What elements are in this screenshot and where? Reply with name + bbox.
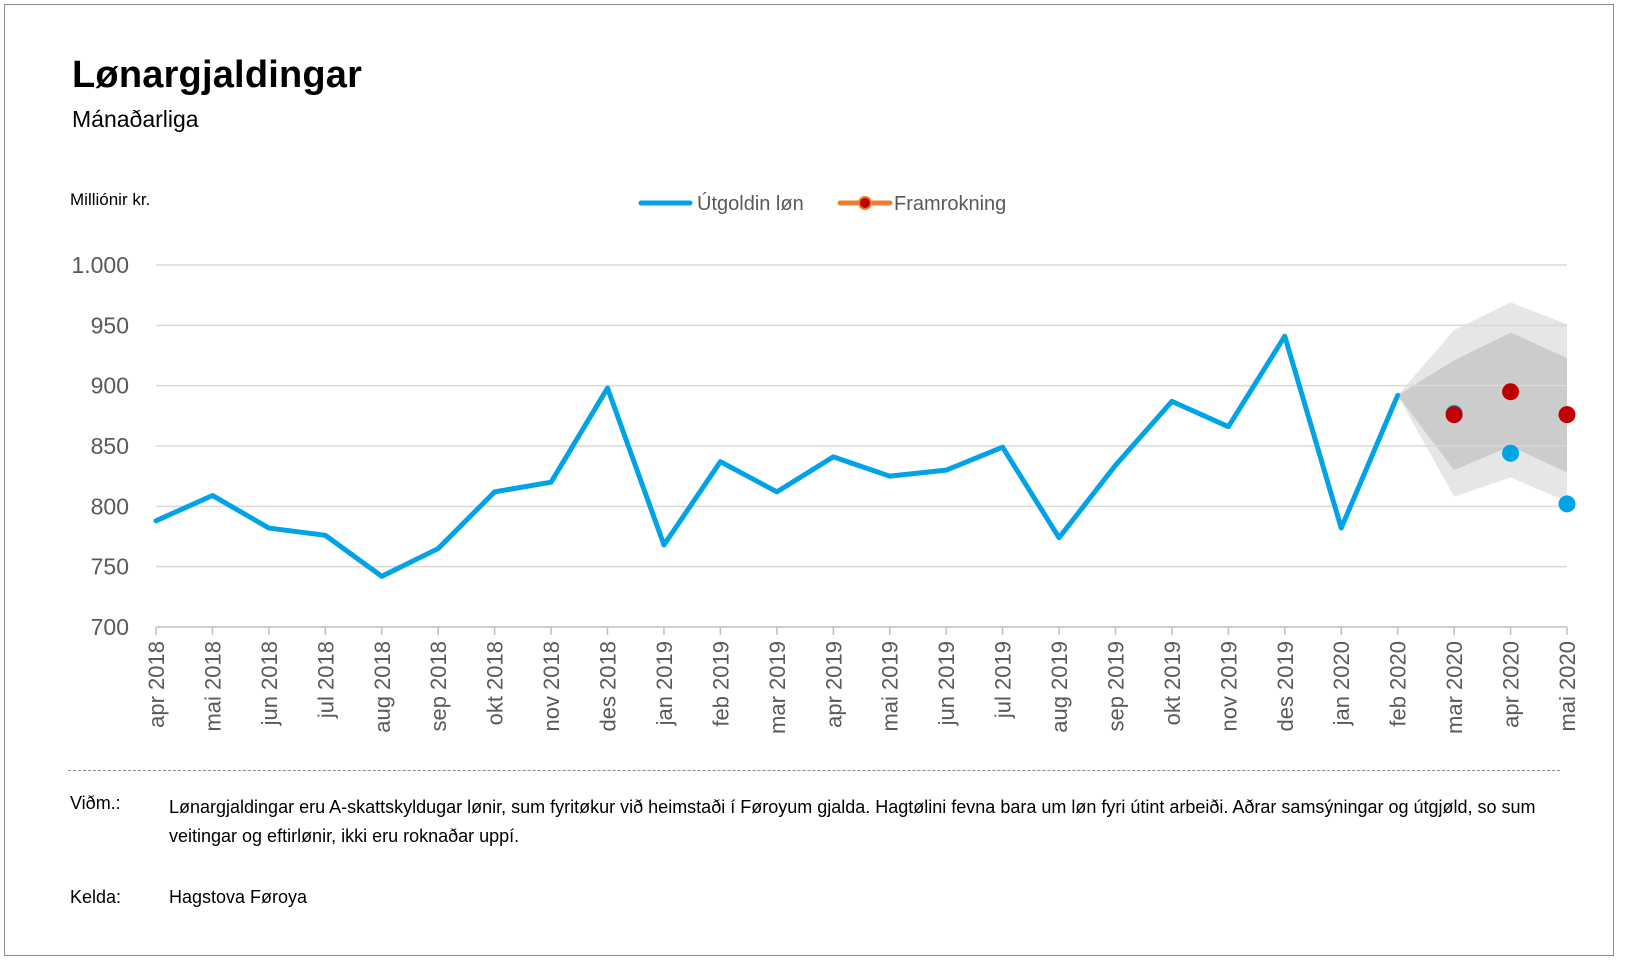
chart-subtitle: Mánaðarliga [72, 106, 199, 132]
x-tick-label: des 2019 [1273, 641, 1298, 732]
x-tick-label: nov 2018 [539, 641, 564, 732]
y-tick-label: 800 [91, 493, 129, 519]
data-point-framrokning [1445, 406, 1463, 424]
x-tick-label: jul 2019 [991, 641, 1016, 719]
x-tick-label: apr 2019 [821, 641, 846, 728]
x-tick-label: aug 2019 [1047, 641, 1072, 733]
legend: Útgoldin løn Framrokning [638, 192, 1006, 215]
y-tick-label: 900 [91, 373, 129, 399]
forecast-band-inner [1397, 332, 1567, 473]
forecast-bands [1397, 302, 1567, 502]
y-tick-label: 700 [91, 614, 129, 640]
x-tick-label: okt 2019 [1160, 641, 1185, 725]
legend-label-utgoldin-lon: Útgoldin løn [697, 192, 804, 215]
series-line-utgoldin-lon [153, 333, 1401, 579]
x-tick-label: mai 2020 [1555, 641, 1580, 732]
y-tick-label: 850 [91, 433, 129, 459]
footer-divider [68, 770, 1560, 771]
note-label: Viðm.: [70, 793, 121, 813]
series-layer [153, 333, 1576, 579]
x-tick-label: jan 2020 [1329, 641, 1354, 726]
y-tick-label: 950 [91, 312, 129, 338]
x-tick-label: aug 2018 [370, 641, 395, 733]
x-tick-label: sep 2018 [426, 641, 451, 732]
x-tick-label: feb 2020 [1386, 641, 1411, 727]
x-tick-label: jan 2019 [652, 641, 677, 726]
x-tick-label: mai 2019 [878, 641, 903, 732]
x-tick-label: jul 2018 [313, 641, 338, 719]
data-point-framrokning [1558, 406, 1576, 424]
x-tick-label: nov 2019 [1216, 641, 1241, 732]
x-tick-label: mar 2020 [1442, 641, 1467, 734]
x-tick-label: des 2018 [596, 641, 621, 732]
x-tick-label: mai 2018 [200, 641, 225, 732]
data-point-utgoldin-lon [1502, 444, 1520, 462]
legend-label-framrokning: Framrokning [894, 193, 1006, 215]
x-tick-label: jun 2019 [934, 641, 959, 726]
gridlines [156, 264, 1567, 568]
legend-marker-framrokning [858, 196, 872, 210]
chart-frame [4, 4, 1614, 956]
x-tick-label: mar 2019 [765, 641, 790, 734]
y-axis-unit-label: Milliónir kr. [70, 190, 151, 209]
data-point-utgoldin-lon [1558, 495, 1576, 513]
x-axis: apr 2018 mai 2018 jun 2018 jul 2018 aug 2018… [144, 626, 1580, 734]
x-tick-label: sep 2019 [1103, 641, 1128, 732]
source-text: Hagstova Føroya [169, 887, 308, 907]
x-tick-label: feb 2019 [708, 641, 733, 727]
chart-title: Lønargjaldingar [72, 54, 363, 96]
y-tick-label: 750 [91, 554, 129, 580]
y-tick-label: 1.000 [71, 252, 129, 278]
source-label: Kelda: [70, 887, 122, 907]
y-axis-ticks: 700 750 800 850 900 950 1.000 [71, 252, 129, 640]
x-tick-label: okt 2018 [483, 641, 508, 725]
x-tick-label: apr 2020 [1499, 641, 1524, 728]
x-tick-label: jun 2018 [257, 641, 282, 726]
data-point-framrokning [1502, 383, 1520, 401]
x-tick-label: apr 2018 [144, 641, 169, 728]
note-text: Lønargjaldingar eru A-skattskyldugar løn… [169, 797, 1536, 846]
